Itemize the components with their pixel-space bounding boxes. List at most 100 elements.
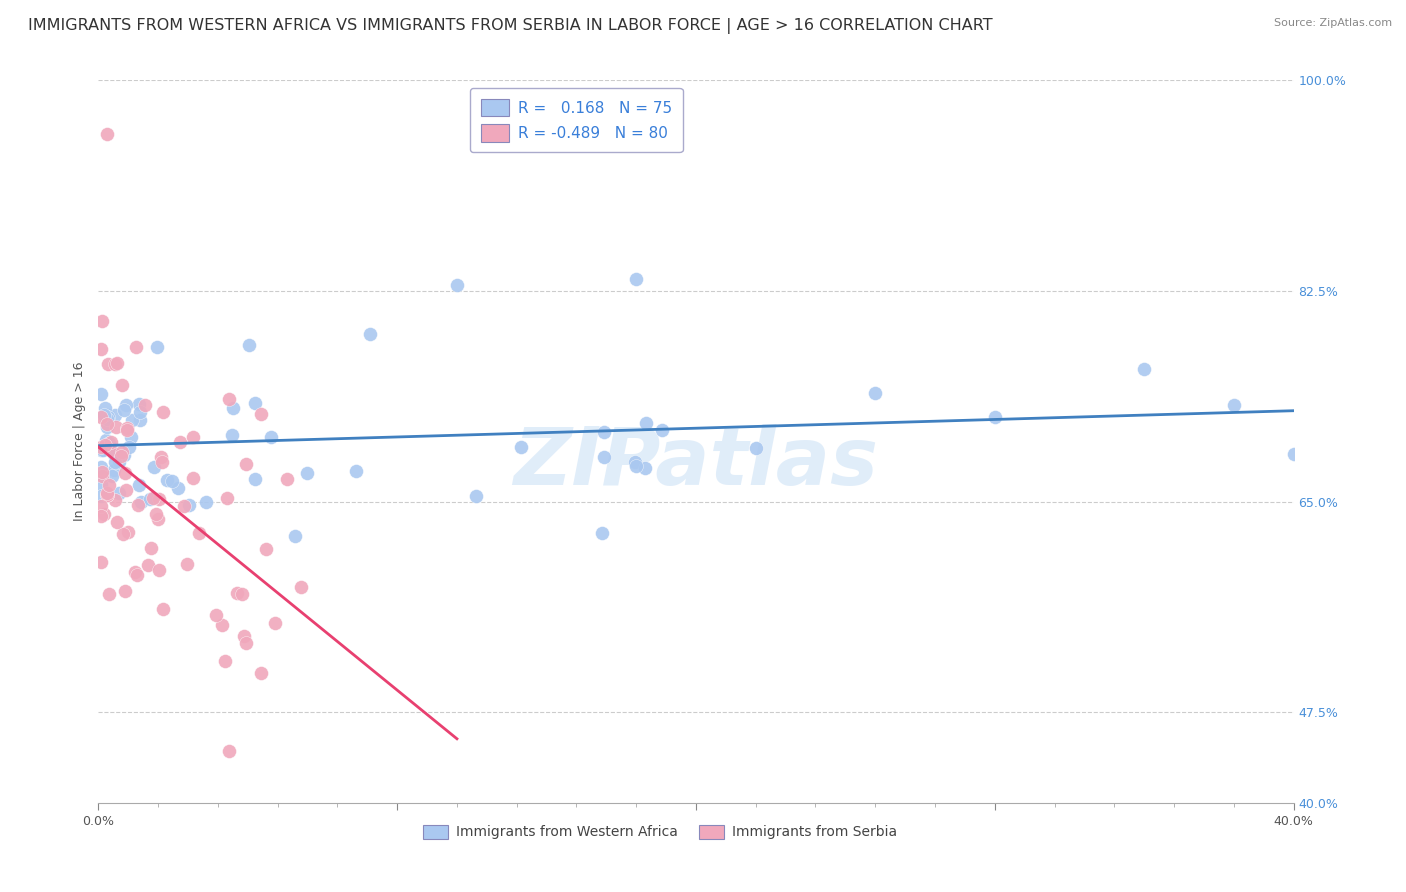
Point (139, 491, 162, 506)
Point (259, 430, 281, 444)
Point (96, 409, 118, 423)
Point (187, 526, 209, 541)
Point (124, 566, 146, 580)
Point (152, 602, 174, 616)
Point (249, 407, 271, 421)
Point (238, 338, 260, 352)
Point (623, 455, 645, 469)
Point (169, 435, 191, 450)
Point (745, 441, 768, 455)
Point (94, 437, 117, 451)
Point (150, 455, 173, 469)
Point (112, 448, 135, 462)
Point (254, 541, 277, 556)
Point (204, 607, 226, 622)
Point (284, 529, 307, 543)
Point (134, 398, 156, 412)
Point (96, 417, 118, 431)
Point (127, 498, 149, 512)
Point (865, 386, 887, 401)
Point (91, 469, 114, 483)
Point (250, 666, 273, 681)
Point (91, 465, 114, 479)
Point (146, 512, 169, 526)
Point (114, 466, 136, 480)
Point (218, 392, 240, 407)
Point (173, 499, 195, 513)
Point (156, 473, 179, 487)
Point (91, 442, 114, 457)
Point (100, 435, 122, 450)
Point (94, 433, 117, 447)
Point (217, 491, 239, 505)
Point (128, 397, 150, 411)
Point (90, 443, 112, 458)
Point (97, 587, 120, 601)
Text: IMMIGRANTS FROM WESTERN AFRICA VS IMMIGRANTS FROM SERBIA IN LABOR FORCE | AGE > : IMMIGRANTS FROM WESTERN AFRICA VS IMMIGR… (28, 18, 993, 34)
Point (115, 483, 138, 497)
Point (115, 421, 138, 435)
Point (276, 472, 298, 486)
Point (181, 471, 204, 485)
Point (112, 403, 135, 417)
Point (90, 441, 112, 455)
Point (114, 584, 136, 599)
Point (222, 401, 245, 416)
Point (90, 410, 112, 425)
Point (124, 340, 146, 354)
Point (211, 618, 233, 632)
Point (226, 586, 249, 600)
Point (145, 507, 167, 521)
Point (221, 428, 243, 442)
Point (148, 491, 170, 506)
Point (1133, 362, 1156, 376)
Point (97, 410, 120, 425)
Point (295, 466, 318, 480)
Point (446, 277, 468, 292)
Point (593, 425, 616, 439)
Point (93, 408, 115, 422)
Point (235, 636, 257, 650)
Point (90, 499, 112, 513)
Point (104, 357, 127, 371)
Point (117, 422, 139, 436)
Point (96, 128, 118, 142)
Point (90, 509, 112, 524)
Point (150, 450, 173, 464)
Point (110, 449, 132, 463)
Point (195, 494, 218, 508)
Point (129, 405, 152, 419)
Point (142, 460, 165, 475)
Point (100, 442, 122, 457)
Point (218, 744, 240, 758)
Point (243, 396, 266, 410)
Point (90, 386, 112, 401)
Point (232, 629, 254, 643)
Point (98, 435, 121, 450)
Point (464, 489, 486, 503)
Point (176, 558, 198, 572)
Point (626, 458, 648, 473)
Point (214, 653, 236, 667)
Point (114, 398, 136, 412)
Point (152, 405, 174, 419)
Point (101, 469, 124, 483)
Text: Source: ZipAtlas.com: Source: ZipAtlas.com (1274, 18, 1392, 28)
Point (94, 401, 117, 415)
Point (103, 447, 125, 461)
Point (359, 326, 381, 341)
Point (1223, 398, 1246, 412)
Point (984, 410, 1007, 425)
Point (91, 314, 114, 328)
Point (96, 412, 118, 426)
Point (104, 493, 127, 508)
Point (509, 440, 531, 454)
Point (121, 413, 143, 427)
Point (162, 474, 184, 488)
Point (108, 486, 131, 500)
Legend: Immigrants from Western Africa, Immigrants from Serbia: Immigrants from Western Africa, Immigran… (416, 818, 904, 847)
Point (90, 459, 112, 474)
Point (290, 580, 312, 594)
Point (245, 472, 267, 486)
Point (104, 455, 127, 469)
